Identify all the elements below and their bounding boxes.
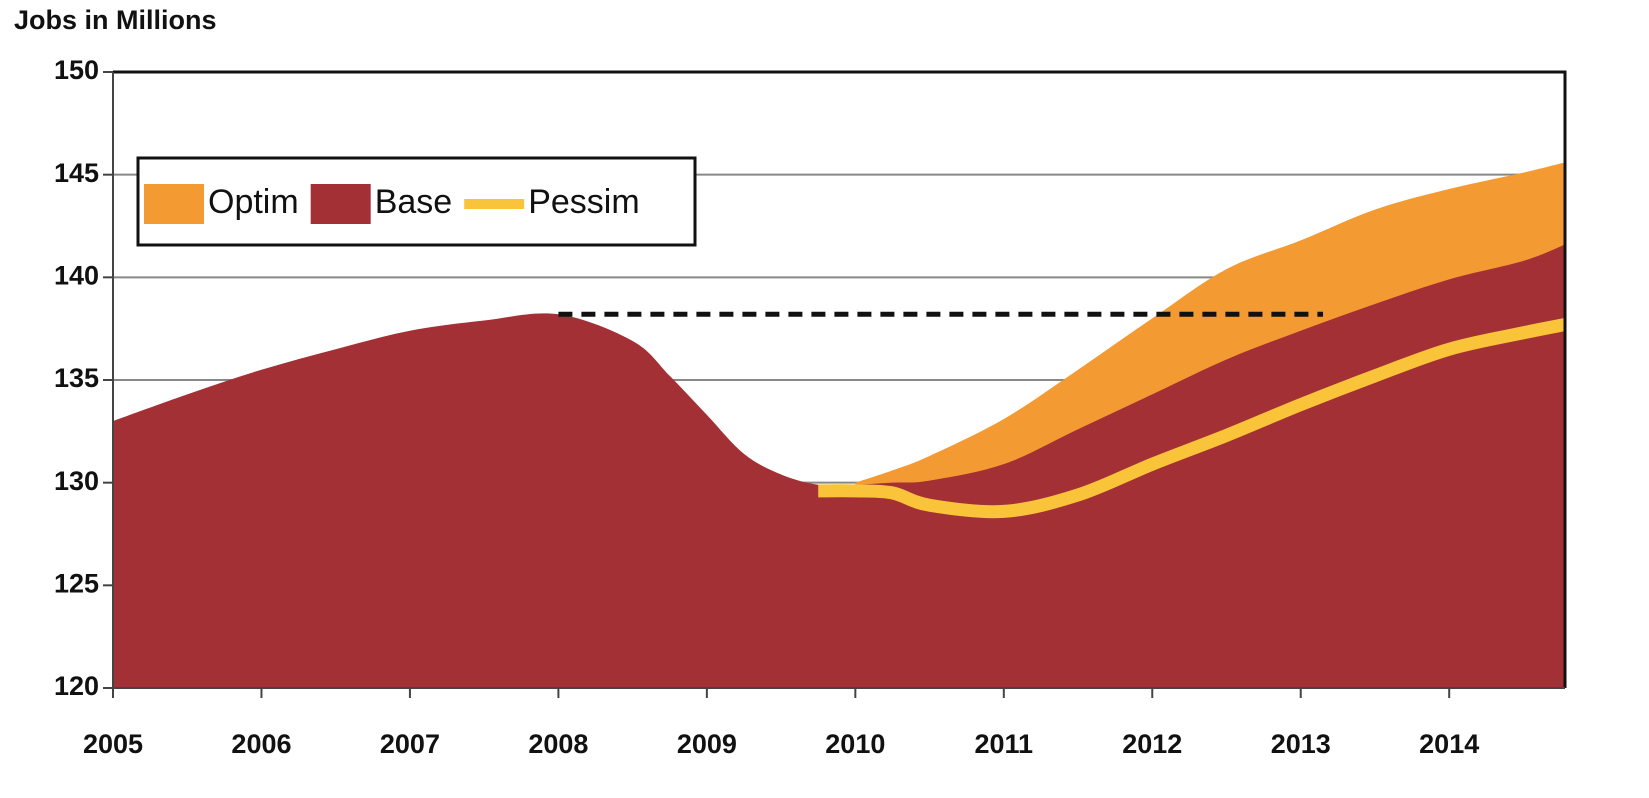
y-tick-label: 130	[54, 466, 99, 496]
plot-frame	[113, 70, 1567, 688]
x-tick-label: 2006	[231, 729, 291, 759]
area	[113, 244, 1565, 689]
x-tick-label: 2009	[677, 729, 737, 759]
y-tick-label: 140	[54, 260, 99, 290]
y-tick-label: 125	[54, 568, 99, 598]
x-tick-label: 2008	[528, 729, 588, 759]
x-tick-label: 2014	[1419, 729, 1479, 759]
line	[818, 318, 1567, 519]
y-tick-label: 135	[54, 363, 99, 393]
x-tick-label: 2005	[83, 729, 143, 759]
legend-swatch	[144, 184, 204, 224]
x-tick-label: 2010	[825, 729, 885, 759]
y-tick-label: 145	[54, 158, 99, 188]
y-tick-label: 120	[54, 671, 99, 701]
legend: Optim Base Pessim	[136, 156, 697, 247]
x-tick-label: 2011	[975, 729, 1034, 759]
legend-label: Base	[375, 183, 453, 221]
legend-label: Optim	[208, 183, 299, 221]
x-tick-label: 2012	[1122, 729, 1182, 759]
x-tick-label: 2013	[1271, 729, 1331, 759]
chart-title: Jobs in Millions	[14, 5, 217, 35]
y-tick-label: 150	[54, 55, 99, 85]
legend-swatch	[310, 184, 371, 224]
legend-box	[136, 156, 697, 247]
x-tick-label: 2007	[380, 729, 440, 759]
legend-label: Pessim	[528, 183, 639, 221]
